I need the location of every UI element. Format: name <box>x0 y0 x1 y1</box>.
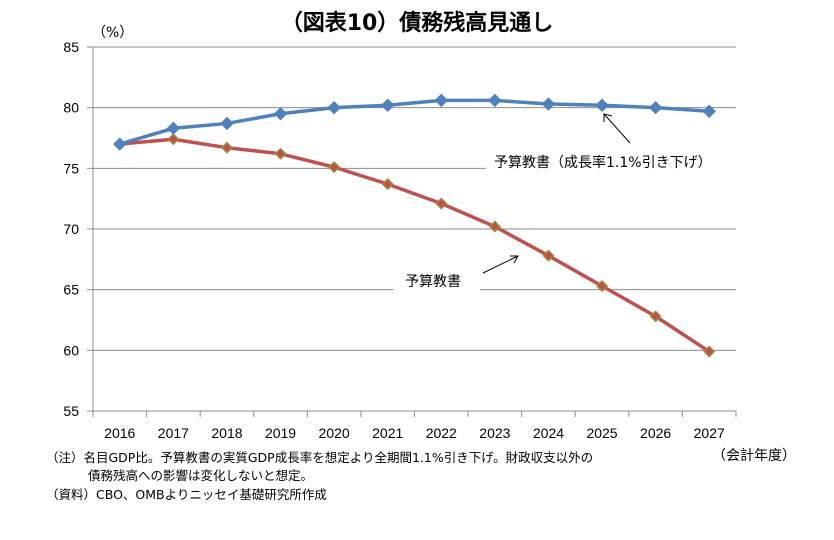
data-point <box>327 100 341 115</box>
x-tick-label: 2017 <box>158 425 189 441</box>
x-tick-label: 2025 <box>586 425 617 441</box>
data-point <box>434 93 448 108</box>
data-point <box>273 107 288 121</box>
data-point <box>648 100 663 115</box>
series-layer <box>113 93 716 358</box>
x-tick-label: 2020 <box>319 425 350 441</box>
source-line: （資料）CBO、OMBよりニッセイ基礎研究所作成 <box>46 487 327 502</box>
x-tick-label: 2026 <box>640 425 671 441</box>
annotation-arrow-blue <box>603 113 631 144</box>
series-line <box>119 98 710 146</box>
data-point <box>166 121 181 136</box>
x-tick-label: 2023 <box>479 425 510 441</box>
data-point <box>381 98 395 112</box>
data-point <box>542 249 555 262</box>
annotation-label-budget: 予算教書 <box>405 274 461 290</box>
x-axis: 2016 2017 2018 2019 2020 2021 2022 2023 2024 2025… <box>92 410 737 441</box>
y-axis: 55 60 65 70 75 80 85 <box>63 39 94 419</box>
x-tick-label: 2019 <box>265 425 296 441</box>
x-tick-label: 2027 <box>694 425 725 441</box>
note-line-2: 債務残高への影響は変化しないと想定。 <box>88 468 314 483</box>
annotation-bg-blue <box>486 150 754 172</box>
y-tick-label: 65 <box>63 282 79 298</box>
data-point <box>649 310 662 323</box>
x-tick-label: 2018 <box>211 425 242 441</box>
x-tick-label: 2022 <box>426 425 457 441</box>
data-point <box>328 161 341 174</box>
chart-title: （図表10）債務残高見通し <box>281 10 554 36</box>
note-line-1: （注）名目GDP比。予算教書の実質GDP成長率を想定より全期間1.1%引き下げ。… <box>46 450 594 465</box>
annotation-arrow-red <box>482 255 519 274</box>
y-tick-label: 60 <box>63 342 79 358</box>
x-tick-label: 2016 <box>104 425 135 441</box>
data-point <box>488 93 502 108</box>
annotation-bg-red <box>394 268 480 292</box>
data-point <box>703 345 716 358</box>
data-point <box>220 116 234 131</box>
data-point <box>488 220 501 233</box>
data-point <box>381 178 394 191</box>
data-point <box>167 133 180 146</box>
data-point <box>220 141 234 154</box>
y-axis-unit-label: （%） <box>92 25 133 41</box>
y-tick-label: 80 <box>63 100 79 116</box>
gridlines <box>93 46 736 351</box>
annotation-label-lowered-growth: 予算教書（成長率1.1%引き下げ） <box>494 154 712 171</box>
y-tick-label: 55 <box>63 403 79 419</box>
data-point <box>113 137 127 151</box>
data-point <box>595 98 609 112</box>
y-tick-label: 85 <box>63 39 79 55</box>
data-point <box>274 147 287 160</box>
series-line <box>119 137 711 354</box>
data-point <box>702 104 716 119</box>
data-point <box>595 279 609 293</box>
data-point <box>435 197 448 210</box>
x-tick-label: 2024 <box>533 425 564 441</box>
x-axis-unit-label: （会計年度） <box>712 448 796 464</box>
y-tick-label: 75 <box>63 160 79 176</box>
data-point <box>541 97 556 111</box>
x-tick-label: 2021 <box>372 425 403 441</box>
y-tick-label: 70 <box>63 221 79 237</box>
